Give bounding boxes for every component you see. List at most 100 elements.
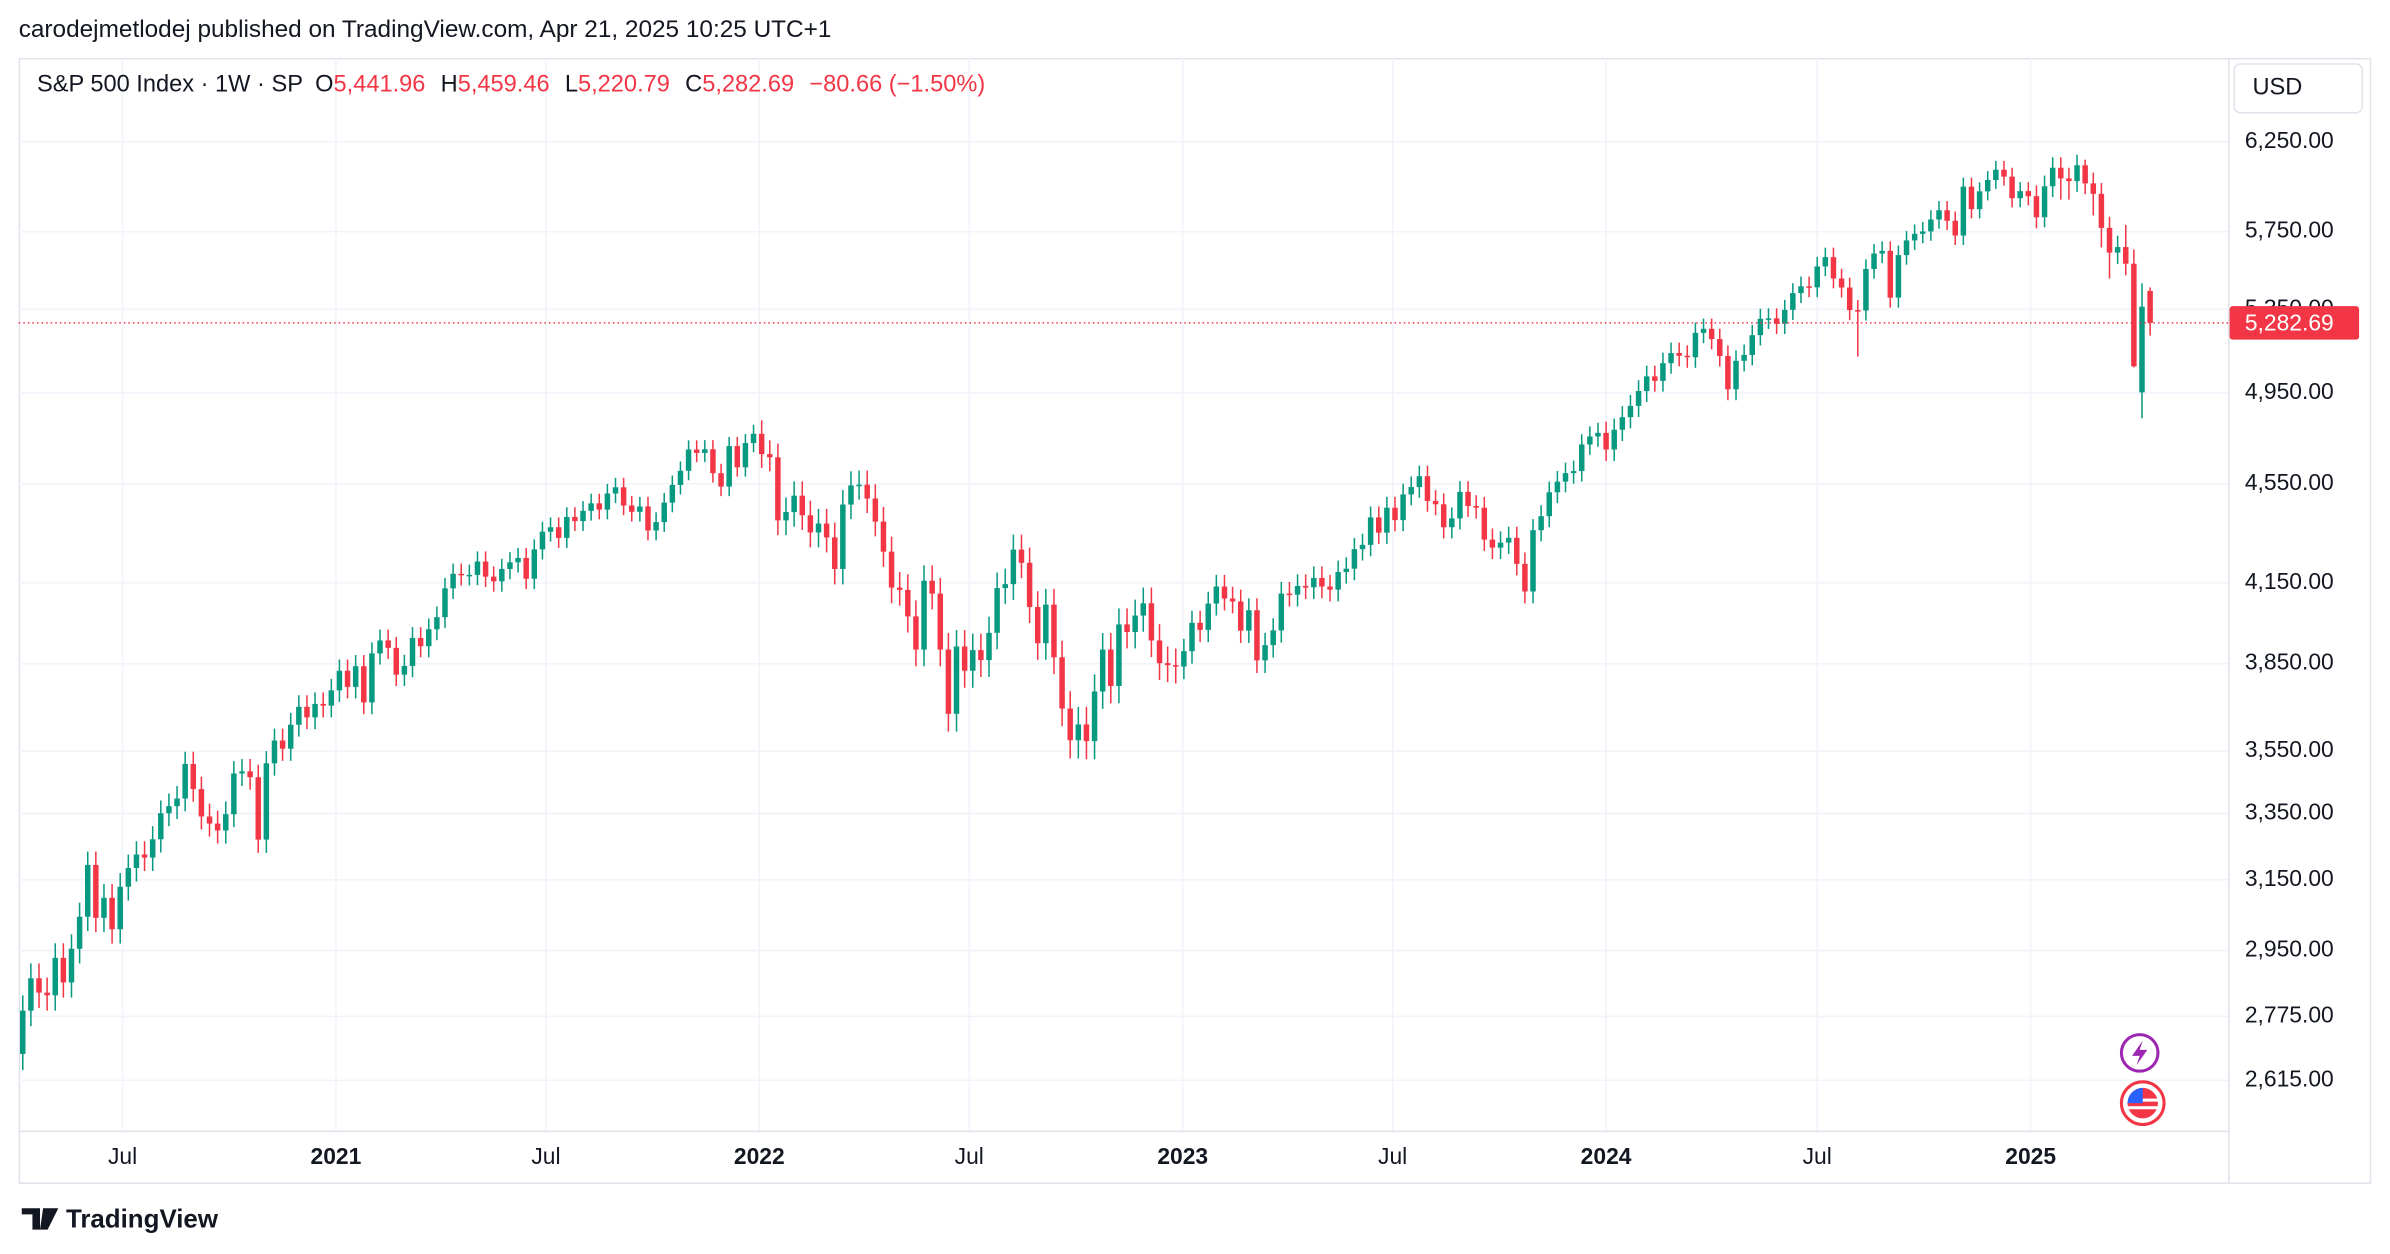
candle-body [1879,250,1885,254]
candle-body [1237,601,1244,631]
x-tick-label: Jul [108,1143,137,1169]
candle-body [1538,516,1544,531]
candle-body [1522,563,1528,592]
x-tick-label: 2023 [1157,1143,1208,1169]
candle-body [1514,537,1520,564]
candle-body [482,561,489,577]
candle-body [1002,584,1008,589]
candle-body [507,562,513,569]
candle-body [661,502,667,523]
candle-body [1319,577,1325,587]
candle-body [1108,649,1114,687]
candle-body [2066,178,2072,182]
candle-body [426,629,432,647]
candle-body [1749,335,1755,355]
candle-body [1497,542,1504,548]
candle-body [1075,724,1082,741]
us-flag-icon[interactable] [2119,1080,2166,1127]
candle-body [182,763,188,799]
candle-body [831,537,838,569]
candle-body [1432,500,1439,505]
y-tick-label: 2,950.00 [2245,936,2334,962]
candle-body [328,690,335,706]
candle-body [93,864,99,918]
candle-body [1221,586,1228,599]
ohlc-key: L [565,72,578,98]
candle-body [1270,630,1276,646]
candle-body [1116,624,1122,687]
candle-body [1570,471,1577,474]
candle-body [767,454,773,458]
candle-body [1652,376,1658,381]
candle-body [158,813,164,840]
candle-body [628,505,635,512]
candle-body [2123,247,2129,264]
candle-body [1773,318,1780,324]
candle-body [945,649,952,714]
candle-body [1197,622,1203,630]
candle-body [1660,363,1666,381]
candle-body [1903,240,1910,256]
candle-body [1984,180,1991,192]
candle-body [718,473,724,487]
candle-body [888,551,895,588]
candle-body [125,867,132,887]
x-tick-label: 2021 [311,1143,362,1169]
ohlc-key: C [685,72,702,98]
candle-body [336,670,343,691]
candle-body [1051,604,1057,658]
candle-body [1213,586,1220,604]
candle-body [937,593,944,650]
candle-body [1887,250,1894,298]
candle-body [1725,355,1731,390]
candle-body [1140,603,1147,616]
candle-body [1578,444,1585,472]
candle-body [2041,186,2048,218]
change-label: −80.66 (−1.50%) [809,72,985,98]
header-title: S&P 500 Index · 1W · SP [37,72,303,98]
candle-body [531,549,538,579]
candle-body [287,724,294,749]
candle-body [693,449,700,453]
x-tick-label: Jul [1378,1143,1407,1169]
candle-body [1091,691,1098,742]
candle-body [1343,568,1350,573]
candle-body [921,580,927,650]
candle-body [190,763,197,790]
candle-body [1229,598,1236,602]
candle-body [1822,257,1829,267]
candle-body [961,646,968,671]
candle-body [1911,233,1918,241]
candle-body [596,503,603,510]
candle-body [1790,293,1796,310]
candle-body [880,521,887,552]
candle-body [166,806,172,814]
candle-body [109,897,115,930]
last-price-box [2229,306,2360,340]
y-tick-label: 3,350.00 [2245,799,2334,825]
ohlc-value: 5,459.46 [458,72,550,98]
currency-button[interactable] [2233,63,2363,114]
candle-body [604,493,611,510]
candle-body [1757,318,1764,336]
candle-body [1173,665,1179,667]
candles [20,154,2153,1071]
candle-body [1286,593,1293,596]
overlay: 5,282.69 [18,306,2360,340]
candle-body [929,580,935,594]
candle-body [1635,391,1642,406]
candle-body [702,449,708,453]
candle-body [377,640,383,654]
candle-body [417,637,424,647]
candle-body [1595,432,1601,437]
candle-body [1944,210,1950,221]
candle-body [1781,309,1788,324]
ohlc-key: H [441,72,458,98]
candle-body [458,573,464,576]
candle-body [2131,263,2137,367]
candle-body [1863,268,1869,311]
currency[interactable]: USD [2252,75,2302,101]
lightning-icon[interactable] [2119,1033,2160,1073]
candle-body [369,653,375,703]
